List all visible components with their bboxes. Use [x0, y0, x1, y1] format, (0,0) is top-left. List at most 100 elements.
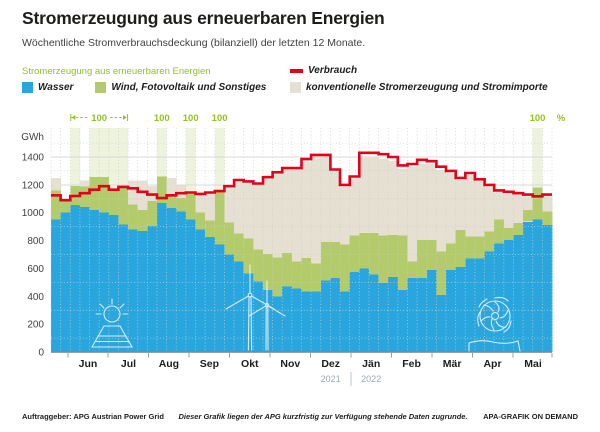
bar-conventional-week-14: [176, 185, 187, 198]
bar-wasser-week-35: [378, 283, 389, 352]
bar-conventional-week-23: [262, 179, 273, 254]
y-tick-label: 1400: [22, 153, 45, 164]
bar-wasser-week-18: [214, 244, 225, 352]
bar-wasser-week-2: [60, 212, 71, 352]
bar-wasser-week-10: [137, 230, 148, 352]
bar-wind-pv-week-36: [388, 235, 399, 277]
bar-wind-pv-week-2: [60, 201, 71, 213]
bar-conventional-week-47: [494, 192, 505, 220]
y-tick-label: 400: [27, 292, 44, 303]
y-unit-label: GWh: [21, 132, 44, 143]
percent-label: %: [557, 113, 566, 124]
bar-wasser-week-36: [388, 276, 399, 352]
legend-wasser-label: Wasser: [38, 82, 74, 93]
bar-conventional-week-35: [378, 158, 389, 236]
bar-wind-pv-week-8: [118, 186, 129, 225]
bar-wasser-week-38: [407, 278, 418, 352]
bar-conventional-week-31: [340, 186, 351, 245]
bar-wind-pv-week-31: [340, 244, 351, 292]
bar-wind-pv-week-19: [224, 222, 235, 255]
bar-wind-pv-week-22: [253, 249, 264, 282]
bar-conventional-week-32: [349, 178, 360, 236]
bar-wind-pv-week-12: [156, 176, 167, 203]
bar-wind-pv-week-24: [272, 257, 283, 297]
bar-wasser-week-24: [272, 296, 283, 352]
bar-conventional-week-29: [320, 157, 331, 242]
bar-wasser-week-19: [224, 254, 235, 352]
bar-wind-pv-week-52: [542, 211, 553, 226]
month-label-Jän: Jän: [362, 358, 380, 370]
bar-wind-pv-week-33: [359, 232, 370, 269]
bar-wasser-week-34: [368, 274, 379, 352]
page-title: Stromerzeugung aus erneuerbaren Energien: [22, 8, 385, 28]
bar-conventional-week-16: [195, 193, 206, 213]
bar-wind-pv-week-16: [195, 212, 206, 230]
footer-client: Auftraggeber: APG Austrian Power Grid: [22, 412, 164, 421]
bar-conventional-week-49: [513, 195, 524, 224]
footer-note: Dieser Grafik liegen der APG kurzfristig…: [178, 412, 468, 421]
bar-wind-pv-week-29: [320, 242, 331, 281]
bar-wind-pv-week-11: [147, 200, 158, 226]
bar-wasser-week-4: [79, 207, 90, 352]
month-label-Dez: Dez: [321, 358, 340, 370]
bar-wasser-week-31: [340, 291, 351, 352]
bar-wasser-week-33: [359, 268, 370, 352]
bar-conventional-week-41: [436, 170, 447, 252]
bar-conventional-week-17: [205, 192, 216, 221]
bar-wasser-week-50: [523, 221, 534, 352]
wasser-swatch-icon: [22, 82, 33, 93]
bar-wind-pv-week-23: [262, 253, 273, 290]
bar-wasser-week-30: [330, 278, 341, 352]
bar-wind-pv-week-47: [494, 219, 505, 244]
bar-wasser-week-22: [253, 281, 264, 352]
bar-wasser-week-43: [455, 267, 466, 352]
legend-wind-pv-label: Wind, Fotovoltaik und Sonstiges: [111, 82, 267, 93]
bar-wind-pv-week-17: [205, 220, 216, 238]
month-label-Mär: Mär: [443, 358, 462, 370]
bar-wind-pv-week-30: [330, 242, 341, 279]
bar-wind-pv-week-42: [446, 243, 456, 270]
bar-conventional-week-38: [407, 166, 418, 262]
bar-conventional-week-36: [388, 161, 399, 235]
top-annotations: 100 100 100 100 100%: [70, 113, 566, 124]
bar-conventional-week-44: [465, 175, 476, 237]
bar-wasser-week-27: [301, 291, 312, 352]
bar-wind-pv-week-15: [185, 191, 196, 220]
bar-conventional-week-46: [484, 186, 495, 232]
bar-conventional-week-22: [253, 185, 264, 250]
y-tick-label: 200: [27, 320, 44, 331]
bar-wasser-week-37: [397, 290, 408, 352]
bar-wind-pv-week-35: [378, 235, 389, 284]
bar-conventional-week-28: [311, 157, 322, 264]
hydro-turbine-icon: [468, 296, 521, 352]
bar-wind-pv-week-50: [523, 209, 534, 222]
bar-wasser-week-26: [291, 288, 302, 352]
bar-wasser-week-20: [234, 261, 245, 352]
bar-conventional-week-26: [291, 170, 302, 262]
solar-icon: [91, 298, 133, 348]
bar-wind-pv-week-20: [234, 233, 245, 262]
bar-wasser-week-8: [118, 224, 129, 352]
grid-dots: [50, 128, 553, 352]
bar-wind-pv-week-4: [79, 186, 90, 208]
year-label-2022: 2022: [361, 374, 381, 384]
wind-turbines-icon: [225, 264, 286, 351]
bar-wind-pv-week-6: [99, 177, 110, 213]
bar-wasser-week-7: [108, 214, 119, 352]
y-axis-labels: GWh 0 200 400 600 800 1000 1200 1400: [21, 132, 44, 359]
bar-wasser-week-29: [320, 280, 331, 352]
verbrauch-line-icon: [290, 69, 303, 73]
bar-conventional-week-27: [301, 161, 312, 258]
bar-wind-pv-week-5: [89, 177, 100, 210]
bar-wasser-week-40: [426, 269, 437, 352]
bar-wind-pv-week-18: [214, 190, 225, 245]
bar-conventional-week-30: [330, 171, 341, 242]
bar-wasser-week-16: [195, 229, 206, 352]
bar-wasser-week-5: [89, 209, 100, 352]
coverage-100-label-week-51: 100: [530, 113, 546, 124]
legend-renewables-heading: Stromerzeugung aus erneuerbaren Energien: [22, 66, 211, 77]
month-label-Sep: Sep: [200, 358, 219, 370]
y-tick-label: 1000: [22, 208, 45, 219]
month-label-Aug: Aug: [159, 358, 179, 370]
bar-wind-pv-week-25: [282, 253, 293, 287]
